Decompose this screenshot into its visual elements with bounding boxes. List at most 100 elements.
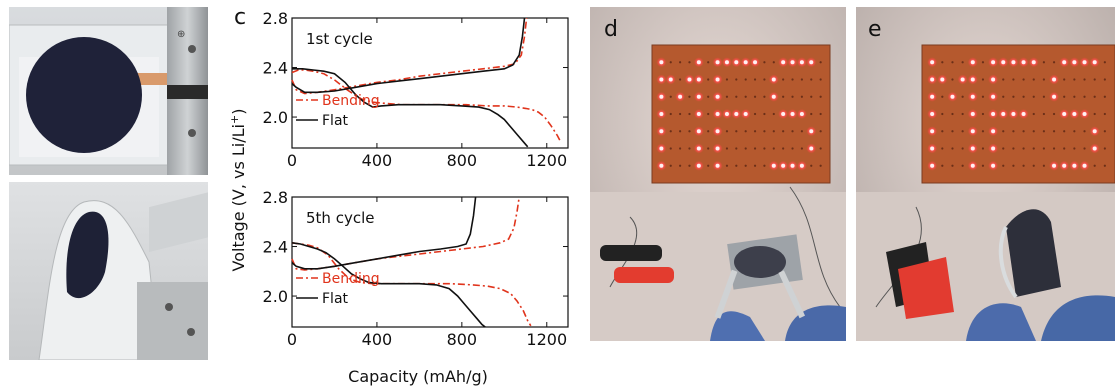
led-on [1083,112,1087,116]
led-on [734,60,738,64]
led-off [1104,130,1106,132]
led-on [1052,95,1056,99]
led-off [726,147,728,149]
led-on [687,78,691,82]
led-off [1012,147,1014,149]
led-off [763,61,765,63]
led-off [1094,78,1096,80]
led-on [734,112,738,116]
photo-led-bent: e [856,7,1115,341]
led-on [809,129,813,133]
led-on [971,129,975,133]
led-off [707,113,709,115]
led-on [991,95,995,99]
led-on [971,147,975,151]
led-off [735,165,737,167]
led-off [801,96,803,98]
led-off [1012,165,1014,167]
led-on [716,78,720,82]
led-off [1043,96,1045,98]
led-on [1072,112,1076,116]
led-off [810,96,812,98]
led-off [1063,96,1065,98]
legend-label: Flat [322,291,349,307]
led-board-group [922,45,1115,183]
led-on [697,112,701,116]
black-clip [600,245,662,261]
led-off [679,147,681,149]
led-on [716,129,720,133]
led-on [716,95,720,99]
led-on [791,60,795,64]
led-on [1083,164,1087,168]
led-off [1043,113,1045,115]
led-on [697,78,701,82]
led-off [707,147,709,149]
led-on [991,164,995,168]
series-flat-line [292,197,476,269]
led-off [1022,96,1024,98]
led-display-flat [590,7,846,341]
led-off [941,61,943,63]
led-off [1083,96,1085,98]
led-off [1104,61,1106,63]
led-on [659,164,663,168]
led-on [697,95,701,99]
led-on [971,112,975,116]
led-off [1104,113,1106,115]
led-off [810,165,812,167]
x-tick-label: 400 [362,151,393,170]
led-off [951,78,953,80]
led-board [652,45,830,183]
led-off [1094,165,1096,167]
led-on [725,112,729,116]
led-off [763,130,765,132]
led-off [1073,96,1075,98]
led-on [971,95,975,99]
led-off [1063,78,1065,80]
led-off [791,130,793,132]
led-on [716,164,720,168]
led-off [688,113,690,115]
led-on [669,78,673,82]
led-on [971,60,975,64]
led-off [1033,147,1035,149]
led-on [1062,112,1066,116]
led-on [753,60,757,64]
led-on [1052,78,1056,82]
led-off [679,78,681,80]
led-off [735,78,737,80]
led-off [951,113,953,115]
led-on [1062,164,1066,168]
led-off [801,147,803,149]
y-tick-label: 2.0 [263,108,288,127]
led-on [697,60,701,64]
led-off [1043,147,1045,149]
led-off [670,113,672,115]
led-on [1001,112,1005,116]
led-off [1073,147,1075,149]
led-off [754,96,756,98]
led-board-group [652,45,830,183]
led-on [809,60,813,64]
led-on [800,112,804,116]
led-off [735,147,737,149]
led-off [707,165,709,167]
led-off [1104,78,1106,80]
led-off [1053,130,1055,132]
led-off [782,96,784,98]
led-board [922,45,1115,183]
led-off [726,130,728,132]
led-on [791,112,795,116]
led-off [791,147,793,149]
led-off [810,113,812,115]
led-off [1002,96,1004,98]
led-off [670,165,672,167]
led-on [659,147,663,151]
led-on [781,164,785,168]
led-on [1083,60,1087,64]
led-off [1033,78,1035,80]
led-on [716,112,720,116]
y-tick-label: 2.8 [263,188,288,207]
y-tick-label: 2.4 [263,238,288,257]
